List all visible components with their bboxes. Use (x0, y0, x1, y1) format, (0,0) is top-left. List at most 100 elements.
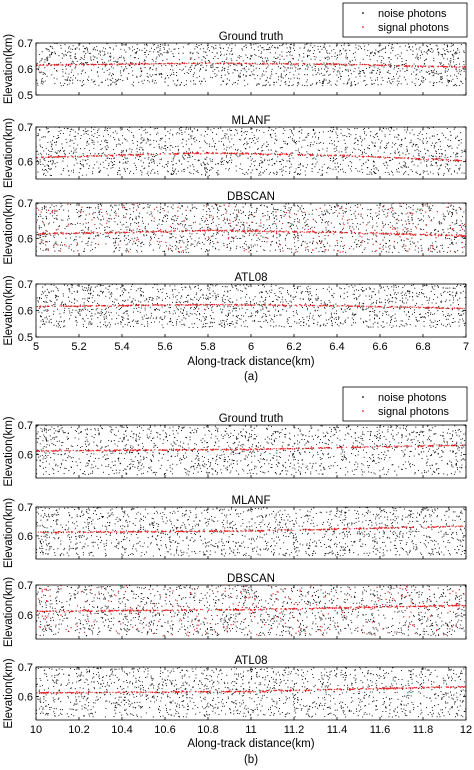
noise-point (378, 73, 381, 75)
noise-point (268, 46, 270, 48)
noise-point (436, 45, 438, 47)
noise-point (405, 204, 408, 206)
noise-point (271, 136, 273, 138)
noise-point (406, 128, 408, 130)
noise-point (322, 251, 324, 253)
noise-point (404, 137, 406, 140)
noise-point (314, 132, 316, 134)
noise-point (423, 60, 425, 62)
noise-point (364, 80, 366, 82)
noise-point (325, 227, 327, 229)
noise-point (410, 139, 412, 141)
noise-point (165, 214, 167, 216)
noise-point (321, 170, 323, 172)
noise-point (84, 128, 86, 130)
signal-point (185, 152, 188, 154)
signal-point (201, 62, 203, 64)
noise-point (398, 68, 400, 70)
noise-point (170, 237, 172, 239)
signal-point (404, 157, 406, 159)
noise-point (53, 135, 55, 137)
noise-point (405, 131, 407, 133)
noise-point (102, 152, 104, 154)
noise-point (345, 65, 347, 67)
noise-point (47, 127, 49, 130)
noise-point (200, 83, 202, 85)
noise-point (336, 245, 338, 247)
noise-point (41, 51, 43, 53)
noise-point (459, 71, 461, 73)
noise-point (368, 67, 371, 69)
noise-point (132, 207, 135, 209)
noise-point (211, 219, 214, 221)
noise-point (418, 133, 420, 135)
noise-point (196, 151, 198, 153)
noise-point (60, 44, 62, 46)
noise-point (245, 244, 247, 246)
noise-point (463, 61, 465, 63)
noise-point (76, 244, 78, 246)
signal-point (154, 154, 157, 157)
noise-point (104, 129, 106, 131)
noise-point (179, 129, 181, 131)
noise-point (159, 203, 162, 205)
noise-point (223, 63, 225, 65)
noise-point (215, 233, 218, 235)
noise-point (60, 173, 62, 175)
noise-point (99, 163, 102, 165)
noise-point (245, 75, 247, 77)
noise-point (362, 222, 364, 224)
noise-point (132, 211, 134, 213)
noise-point (296, 204, 299, 207)
noise-point (247, 173, 249, 175)
noise-point (432, 50, 434, 52)
signal-point (138, 154, 140, 156)
noise-point (60, 248, 62, 250)
noise-point (41, 77, 43, 79)
noise-point (357, 140, 359, 142)
noise-point (45, 216, 47, 218)
noise-point (344, 50, 346, 52)
noise-point (167, 51, 169, 53)
noise-point (107, 157, 109, 159)
noise-point (285, 166, 287, 168)
noise-point (368, 221, 370, 223)
signal-point (334, 155, 336, 157)
noise-point (155, 133, 158, 135)
noise-point (245, 65, 247, 68)
noise-point (84, 55, 86, 57)
noise-point (326, 167, 329, 169)
noise-point (390, 58, 392, 61)
noise-point (379, 147, 381, 149)
noise-point (313, 55, 315, 58)
noise-point (395, 66, 398, 68)
noise-point (447, 163, 449, 165)
signal-point (270, 63, 272, 65)
noise-point (201, 64, 203, 66)
signal-point (191, 62, 193, 65)
noise-point (344, 149, 346, 151)
noise-point (223, 61, 225, 63)
noise-point (83, 65, 85, 67)
noise-point (307, 218, 309, 221)
noise-point (118, 143, 120, 145)
noise-point (396, 43, 398, 45)
signal-point (88, 64, 90, 66)
noise-point (276, 209, 278, 211)
noise-point (279, 45, 281, 47)
noise-point (61, 204, 63, 207)
noise-point (263, 131, 265, 133)
noise-point (159, 139, 161, 141)
noise-point (254, 211, 256, 214)
noise-point (221, 74, 223, 77)
noise-point (437, 139, 440, 141)
noise-point (92, 173, 94, 175)
noise-point (51, 144, 53, 146)
signal-point (175, 153, 178, 155)
noise-point (340, 45, 343, 47)
signal-point (138, 63, 140, 65)
noise-point (322, 74, 324, 76)
noise-point (334, 211, 336, 214)
noise-point (441, 244, 443, 246)
signal-point (194, 153, 196, 155)
